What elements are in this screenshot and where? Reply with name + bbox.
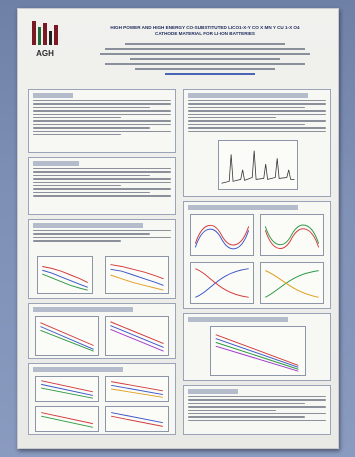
results-heading-2 <box>33 307 133 312</box>
plot-rate-1 <box>35 316 99 356</box>
plot-rate-2 <box>105 316 169 356</box>
plot-cycling-2 <box>105 376 169 402</box>
introduction-heading <box>33 93 73 98</box>
agh-logo-text: AGH <box>36 49 54 58</box>
results-box-2 <box>28 303 176 359</box>
impedance-heading <box>188 317 288 322</box>
results-heading-3 <box>33 367 123 372</box>
affiliation-line-1 <box>105 48 305 50</box>
title-line-2: CATHODE MATERIAL FOR Li-ION BATTERIES <box>155 31 255 36</box>
plot-capacity-2 <box>105 256 169 294</box>
results-box-3 <box>28 363 176 435</box>
experimental-heading <box>33 161 79 166</box>
xrd-heading <box>188 93 308 98</box>
plot-cv-2 <box>260 214 324 256</box>
plot-xrd <box>218 140 298 190</box>
right-column <box>183 89 331 438</box>
affiliation-line-2 <box>100 53 310 55</box>
conclusions-box <box>183 385 331 435</box>
plot-cv-1 <box>190 214 254 256</box>
poster-title: HIGH POWER AND HIGH ENERGY Co-SUBSTITUTE… <box>80 25 330 37</box>
experimental-box <box>28 157 176 215</box>
authors-line <box>125 43 285 45</box>
electrochem-box <box>183 201 331 309</box>
title-line-1: HIGH POWER AND HIGH ENERGY Co-SUBSTITUTE… <box>110 25 300 30</box>
results-box-1 <box>28 219 176 299</box>
plot-impedance <box>210 326 306 376</box>
affiliation-line-3 <box>130 58 280 60</box>
introduction-box <box>28 89 176 153</box>
plot-charge-2 <box>260 262 324 304</box>
plot-capacity-1 <box>37 256 93 294</box>
plot-cycling-4 <box>105 406 169 432</box>
agh-logo: AGH <box>30 21 60 63</box>
affiliation-line-5 <box>135 68 275 70</box>
electrochem-heading <box>188 205 298 210</box>
affiliation-line-4 <box>105 63 305 65</box>
plot-charge-1 <box>190 262 254 304</box>
plot-cycling-1 <box>35 376 99 402</box>
impedance-box <box>183 313 331 381</box>
conclusions-heading <box>188 389 238 394</box>
agh-logo-mark <box>32 21 58 45</box>
email-line <box>165 73 255 75</box>
plot-cycling-3 <box>35 406 99 432</box>
results-heading-1 <box>33 223 143 228</box>
poster: AGH HIGH POWER AND HIGH ENERGY Co-SUBSTI… <box>17 8 339 449</box>
left-column <box>28 89 176 438</box>
xrd-box <box>183 89 331 197</box>
